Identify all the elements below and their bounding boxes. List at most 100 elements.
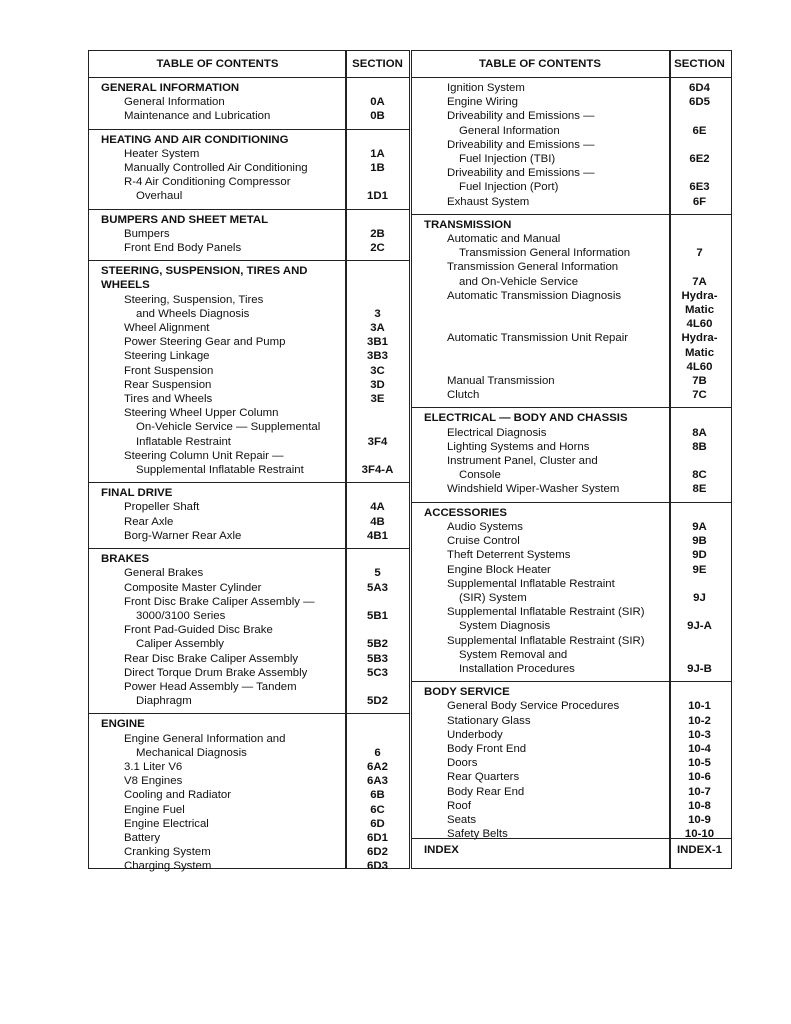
entry-section: 3F4 [346, 435, 409, 449]
group-title: STEERING, SUSPENSION, TIRES AND [101, 265, 308, 278]
section-code: 9J [693, 591, 706, 604]
entry-section: 9E [668, 563, 731, 577]
entry-line: Diaphragm [136, 695, 192, 708]
entry-line: Instrument Panel, Cluster and [447, 455, 598, 468]
entry-line: Roof [447, 799, 472, 812]
entry-section: 7B [668, 374, 731, 388]
toc-entry: Heater System 1A [89, 147, 409, 161]
section-code: 9D [692, 549, 707, 562]
toc-entry: Lighting Systems and Horns 8B [412, 440, 731, 454]
entry-line: Driveability and Emissions — [447, 110, 595, 123]
toc-group: ENGINE Engine General Information and Mech… [89, 714, 409, 878]
toc-group: BRAKES General Brakes 5 Composite Master Cy… [89, 549, 409, 715]
entry-line: Power Head Assembly — Tandem [124, 680, 297, 693]
entry-section: 6D1 [346, 831, 409, 845]
toc-entry: Ignition System 6D4 [412, 81, 731, 95]
section-code: 10-5 [688, 757, 711, 770]
table-header: TABLE OF CONTENTS SECTION [89, 51, 409, 78]
entry-title: Driveability and Emissions — Fuel Injecti… [412, 138, 668, 166]
index-section: INDEX-1 [677, 844, 722, 856]
entry-section: 0B [346, 109, 409, 123]
entry-line: Front Pad-Guided Disc Brake [124, 624, 273, 637]
entry-title: Charging System [89, 859, 346, 873]
section-code: 3B3 [367, 350, 388, 363]
section-code: 8A [692, 426, 707, 439]
index-row: INDEX INDEX-1 [412, 838, 731, 868]
entry-title: Bumpers [89, 227, 346, 241]
toc-entry: Safety Belts 10-10 [412, 827, 731, 841]
entry-title: Instrument Panel, Cluster and Console [412, 454, 668, 482]
entry-line: Power Steering Gear and Pump [124, 336, 286, 349]
toc-entry: Power Steering Gear and Pump 3B1 [89, 335, 409, 349]
toc-entry: Steering Linkage 3B3 [89, 349, 409, 363]
section-code: 4B [370, 515, 385, 528]
entry-line: Supplemental Inflatable Restraint [447, 577, 615, 590]
section-code: 8E [692, 483, 707, 496]
entry-line: Automatic Transmission Diagnosis [447, 289, 622, 302]
header-contents: TABLE OF CONTENTS [479, 58, 601, 70]
section-code: 7C [692, 389, 707, 402]
entry-title: Front End Body Panels [89, 241, 346, 255]
entry-title: Stationary Glass [412, 714, 668, 728]
toc-entry: V8 Engines 6A3 [89, 774, 409, 788]
toc-entry: Driveability and Emissions — Fuel Injecti… [412, 166, 731, 194]
group-title: TRANSMISSION [424, 218, 512, 231]
entry-title: Engine Electrical [89, 817, 346, 831]
entry-section: 6D [346, 817, 409, 831]
entry-line: Fuel Injection (TBI) [459, 153, 556, 166]
entry-line: (SIR) System [459, 591, 527, 604]
entry-line: Inflatable Restraint [136, 435, 231, 448]
entry-title: Steering Linkage [89, 349, 346, 363]
entry-section: 5B1 [346, 609, 409, 623]
entry-line: Supplemental Inflatable Restraint [136, 464, 304, 477]
entry-section: 8C [668, 468, 731, 482]
section-code: 6B [370, 789, 385, 802]
entry-section: 4B1 [346, 529, 409, 543]
toc-entry: Rear Quarters 10-6 [412, 770, 731, 784]
toc-group: HEATING AND AIR CONDITIONING Heater Syste… [89, 130, 409, 210]
entry-line: Seats [447, 813, 477, 826]
entry-line: Rear Suspension [124, 378, 212, 391]
entry-section: 10-6 [668, 770, 731, 784]
section-code: 3B1 [367, 336, 388, 349]
entry-line: Battery [124, 831, 161, 844]
toc-entry: Engine General Information and Mechanical… [89, 732, 409, 760]
toc-entry: Theft Deterrent Systems 9D [412, 548, 731, 562]
toc-entry: Direct Torque Drum Brake Assembly 5C3 [89, 666, 409, 680]
toc-entry: Engine Block Heater 9E [412, 563, 731, 577]
toc-entry: Transmission General Information and On-V… [412, 260, 731, 288]
entry-line: Front Disc Brake Caliper Assembly — [124, 595, 315, 608]
entry-section: 3 [346, 307, 409, 321]
entry-title: Front Disc Brake Caliper Assembly —3000/… [89, 595, 346, 623]
toc-entry: Exhaust System 6F [412, 195, 731, 209]
entry-title: Ignition System [412, 81, 668, 95]
section-code: 3E [370, 393, 385, 406]
entry-line: Composite Master Cylinder [124, 581, 262, 594]
section-code: 6F [692, 195, 707, 208]
entry-line: Stationary Glass [447, 714, 531, 727]
entry-line: General Information [459, 124, 560, 137]
toc-entry: Cruise Control 9B [412, 534, 731, 548]
entry-title: Manually Controlled Air Conditioning [89, 161, 346, 175]
toc-group: BODY SERVICE General Body Service Procedu… [412, 682, 731, 846]
entry-title: Automatic and Manual Transmission General… [412, 232, 668, 260]
toc-group: BUMPERS AND SHEET METAL Bumpers 2B Front En… [89, 210, 409, 262]
entry-title: Supplemental Inflatable Restraint (SIR) S… [412, 634, 668, 677]
entry-title: Rear Quarters [412, 770, 668, 784]
section-code: 7 [696, 247, 703, 260]
toc-entry: Front End Body Panels 2C [89, 241, 409, 255]
entry-section: 10-7 [668, 785, 731, 799]
entry-section: Hydra- Matic 4L60 [668, 331, 731, 374]
section-code: 6E3 [689, 181, 710, 194]
entry-line: General Information [124, 96, 225, 109]
section-code: 5B1 [367, 609, 388, 622]
toc-entry: Manual Transmission 7B [412, 374, 731, 388]
group-title: ENGINE [101, 718, 145, 731]
toc-entry: Propeller Shaft 4A [89, 500, 409, 514]
entry-line: Cranking System [124, 846, 211, 859]
entry-line: Electrical Diagnosis [447, 426, 547, 439]
entry-line: Engine Block Heater [447, 563, 551, 576]
entry-section: 1A [346, 147, 409, 161]
section-code: 3 [374, 307, 381, 320]
section-code: 3F4 [367, 435, 388, 448]
